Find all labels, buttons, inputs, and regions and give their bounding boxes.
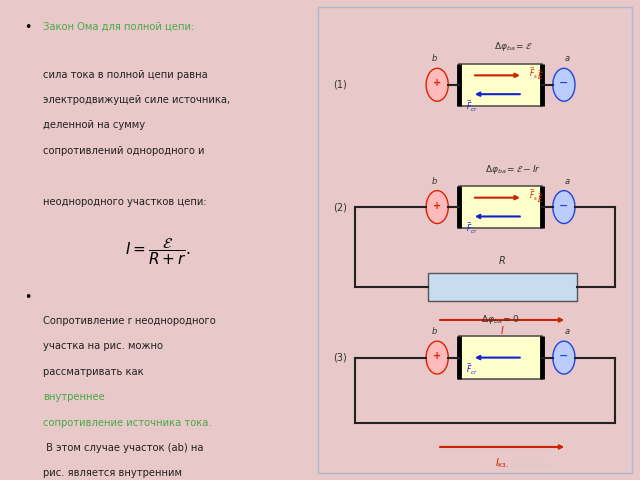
Text: a: a	[564, 54, 570, 63]
Text: $\vec{F}_{cr}$: $\vec{F}_{cr}$	[466, 221, 477, 236]
Text: неоднородного участков цепи:: неоднородного участков цепи:	[43, 196, 207, 206]
Bar	[460, 186, 541, 228]
Text: $\vec{F}_s$: $\vec{F}_s$	[529, 65, 538, 81]
Text: внутреннее: внутреннее	[43, 392, 104, 402]
Text: $\vec{E}$: $\vec{E}$	[537, 191, 544, 204]
Text: $\vec{F}_{cr}$: $\vec{F}_{cr}$	[466, 362, 477, 377]
Text: сила тока в полной цепи равна: сила тока в полной цепи равна	[43, 70, 207, 80]
Text: Сопротивление r неоднородного: Сопротивление r неоднородного	[43, 316, 216, 326]
Bar	[428, 273, 577, 301]
Text: +: +	[433, 351, 441, 361]
Text: −: −	[559, 201, 568, 211]
Text: В этом случае участок (ab) на: В этом случае участок (ab) на	[43, 443, 204, 453]
Text: a: a	[564, 327, 570, 336]
Circle shape	[553, 191, 575, 224]
Text: b: b	[431, 54, 436, 63]
Text: сопротивлений однородного и: сопротивлений однородного и	[43, 146, 204, 156]
Text: PP14WEB.ru: PP14WEB.ru	[511, 463, 554, 469]
Text: участка на рис. можно: участка на рис. можно	[43, 341, 163, 351]
Text: (3): (3)	[333, 353, 346, 362]
Text: +: +	[433, 201, 441, 211]
Text: $\vec{F}_{cr}$: $\vec{F}_{cr}$	[466, 98, 477, 114]
Text: +: +	[433, 78, 441, 88]
Text: $\Delta\varphi_{ba}=0$: $\Delta\varphi_{ba}=0$	[481, 313, 520, 326]
Bar	[460, 64, 541, 106]
Bar	[460, 336, 541, 379]
Circle shape	[426, 191, 448, 224]
Text: $I_{\text{кз.}}$: $I_{\text{кз.}}$	[495, 456, 509, 469]
Text: (1): (1)	[333, 80, 346, 90]
Text: рассматривать как: рассматривать как	[43, 367, 147, 377]
Text: $I$: $I$	[500, 324, 504, 336]
Text: $I = \dfrac{\mathcal{E}}{R + r}.$: $I = \dfrac{\mathcal{E}}{R + r}.$	[125, 237, 191, 267]
Text: Закон Ома для полной цепи:: Закон Ома для полной цепи:	[43, 21, 194, 31]
Text: −: −	[559, 78, 568, 88]
Text: рис. является внутренним: рис. является внутренним	[43, 468, 182, 479]
Circle shape	[426, 68, 448, 101]
Text: b: b	[431, 327, 436, 336]
Text: (2): (2)	[333, 202, 346, 212]
Text: $\vec{E}$: $\vec{E}$	[537, 69, 544, 82]
Text: сопротивление источника тока.: сопротивление источника тока.	[43, 418, 211, 428]
Circle shape	[553, 68, 575, 101]
Text: деленной на сумму: деленной на сумму	[43, 120, 145, 131]
Circle shape	[553, 341, 575, 374]
Text: −: −	[559, 351, 568, 361]
Text: •: •	[24, 21, 31, 34]
Text: $\Delta\varphi_{ba}=\mathcal{E}$: $\Delta\varphi_{ba}=\mathcal{E}$	[494, 40, 532, 53]
Circle shape	[426, 341, 448, 374]
Text: a: a	[564, 177, 570, 186]
Text: b: b	[431, 177, 436, 186]
Text: $\Delta\varphi_{ba}=\mathcal{E}-Ir$: $\Delta\varphi_{ba}=\mathcal{E}-Ir$	[485, 163, 541, 176]
Text: $R$: $R$	[498, 253, 506, 265]
Text: •: •	[24, 290, 31, 304]
Text: $\vec{F}_s$: $\vec{F}_s$	[529, 188, 538, 203]
Text: электродвижущей силе источника,: электродвижущей силе источника,	[43, 95, 230, 105]
